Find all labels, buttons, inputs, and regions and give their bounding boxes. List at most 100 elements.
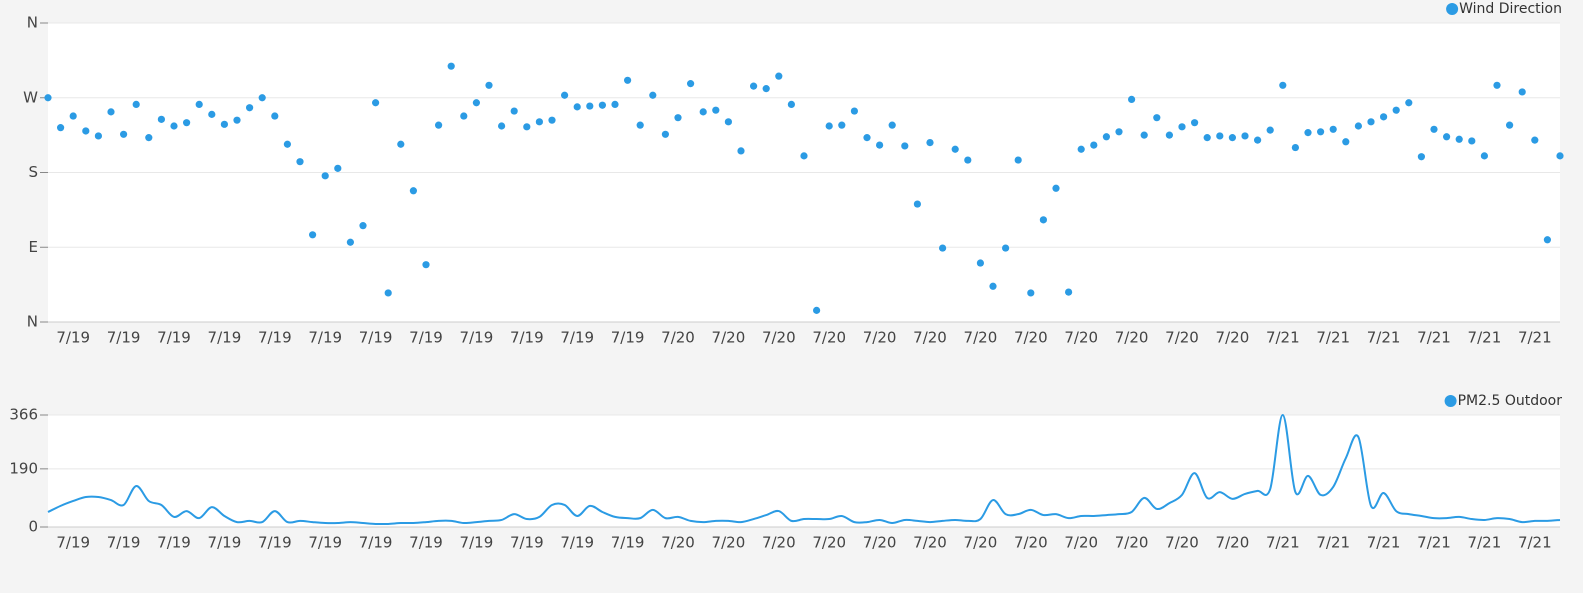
y-tick-label: N [27, 14, 38, 32]
x-tick-label: 7/20 [762, 534, 796, 552]
point [737, 147, 745, 155]
y-tick-label: S [28, 163, 38, 181]
x-tick-label: 7/19 [409, 329, 443, 347]
point [598, 101, 607, 109]
plot-area [48, 415, 1560, 527]
x-tick-label: 7/20 [812, 534, 846, 552]
point [825, 122, 833, 130]
x-tick-label: 7/20 [812, 329, 846, 347]
point [1443, 133, 1451, 141]
point [1115, 128, 1123, 136]
point [1128, 95, 1136, 104]
x-tick-label: 7/20 [1064, 329, 1098, 347]
point [334, 164, 342, 172]
point [309, 231, 317, 239]
point [724, 118, 733, 126]
point [1153, 114, 1161, 122]
x-tick-label: 7/21 [1266, 534, 1300, 552]
point [1380, 113, 1388, 121]
point [1241, 132, 1249, 140]
point [271, 112, 279, 120]
point [107, 108, 115, 116]
point [1279, 81, 1287, 89]
point [69, 112, 77, 120]
x-tick-label: 7/20 [712, 329, 746, 347]
x-tick-label: 7/21 [1367, 534, 1401, 552]
x-tick-label: 7/19 [208, 534, 242, 552]
point [1065, 288, 1073, 296]
point [246, 104, 254, 112]
x-tick-label: 7/20 [661, 329, 695, 347]
x-tick-label: 7/20 [1165, 534, 1199, 552]
point [283, 140, 291, 148]
point [510, 107, 518, 115]
point [523, 123, 531, 131]
x-tick-label: 7/21 [1266, 329, 1300, 347]
point [447, 62, 455, 70]
point [649, 91, 657, 99]
y-tick-label: 0 [28, 518, 38, 536]
x-tick-label: 7/20 [661, 534, 695, 552]
point [964, 156, 972, 164]
point [1014, 156, 1022, 164]
x-tick-label: 7/19 [258, 329, 292, 347]
x-tick-label: 7/19 [56, 329, 90, 347]
x-tick-label: 7/21 [1316, 534, 1350, 552]
x-tick-label: 7/19 [359, 329, 393, 347]
point [1216, 132, 1224, 140]
point [183, 119, 191, 127]
x-tick-label: 7/20 [1115, 329, 1149, 347]
point [712, 106, 720, 114]
x-tick-label: 7/19 [359, 534, 393, 552]
point [233, 116, 241, 124]
x-tick-label: 7/19 [208, 329, 242, 347]
point [195, 100, 203, 108]
point [422, 261, 430, 269]
point [409, 187, 417, 195]
point [1140, 131, 1148, 139]
x-tick-label: 7/20 [863, 329, 897, 347]
point [624, 76, 632, 84]
y-tick-label: E [29, 238, 38, 256]
x-tick-label: 7/19 [460, 329, 494, 347]
point [1480, 152, 1488, 160]
legend-swatch [1446, 3, 1459, 15]
point [1039, 216, 1047, 224]
point [1254, 136, 1262, 144]
x-tick-label: 7/20 [1115, 534, 1149, 552]
point [1430, 125, 1438, 133]
point [1304, 129, 1312, 137]
x-tick-label: 7/19 [107, 329, 141, 347]
x-tick-label: 7/19 [560, 534, 594, 552]
point [800, 152, 808, 160]
point [775, 72, 783, 80]
point [674, 114, 682, 122]
point [939, 244, 947, 252]
x-tick-label: 7/19 [611, 534, 645, 552]
point [561, 91, 569, 99]
point [397, 140, 405, 148]
point [145, 134, 153, 142]
legend-label: Wind Direction [1459, 1, 1562, 17]
point [1417, 153, 1425, 161]
point [82, 127, 90, 135]
x-tick-label: 7/20 [1216, 534, 1250, 552]
x-tick-label: 7/19 [157, 534, 191, 552]
x-tick-label: 7/19 [409, 534, 443, 552]
point [1329, 125, 1337, 133]
point [901, 142, 909, 150]
x-tick-label: 7/20 [964, 534, 998, 552]
point [170, 122, 178, 130]
point [548, 116, 556, 124]
point [120, 130, 128, 138]
point [1178, 123, 1186, 131]
x-tick-label: 7/19 [308, 534, 342, 552]
x-tick-label: 7/21 [1468, 534, 1502, 552]
point [976, 259, 985, 267]
point [1291, 143, 1299, 152]
point [926, 139, 934, 147]
point [573, 103, 581, 111]
point [157, 115, 165, 123]
point [699, 108, 707, 116]
